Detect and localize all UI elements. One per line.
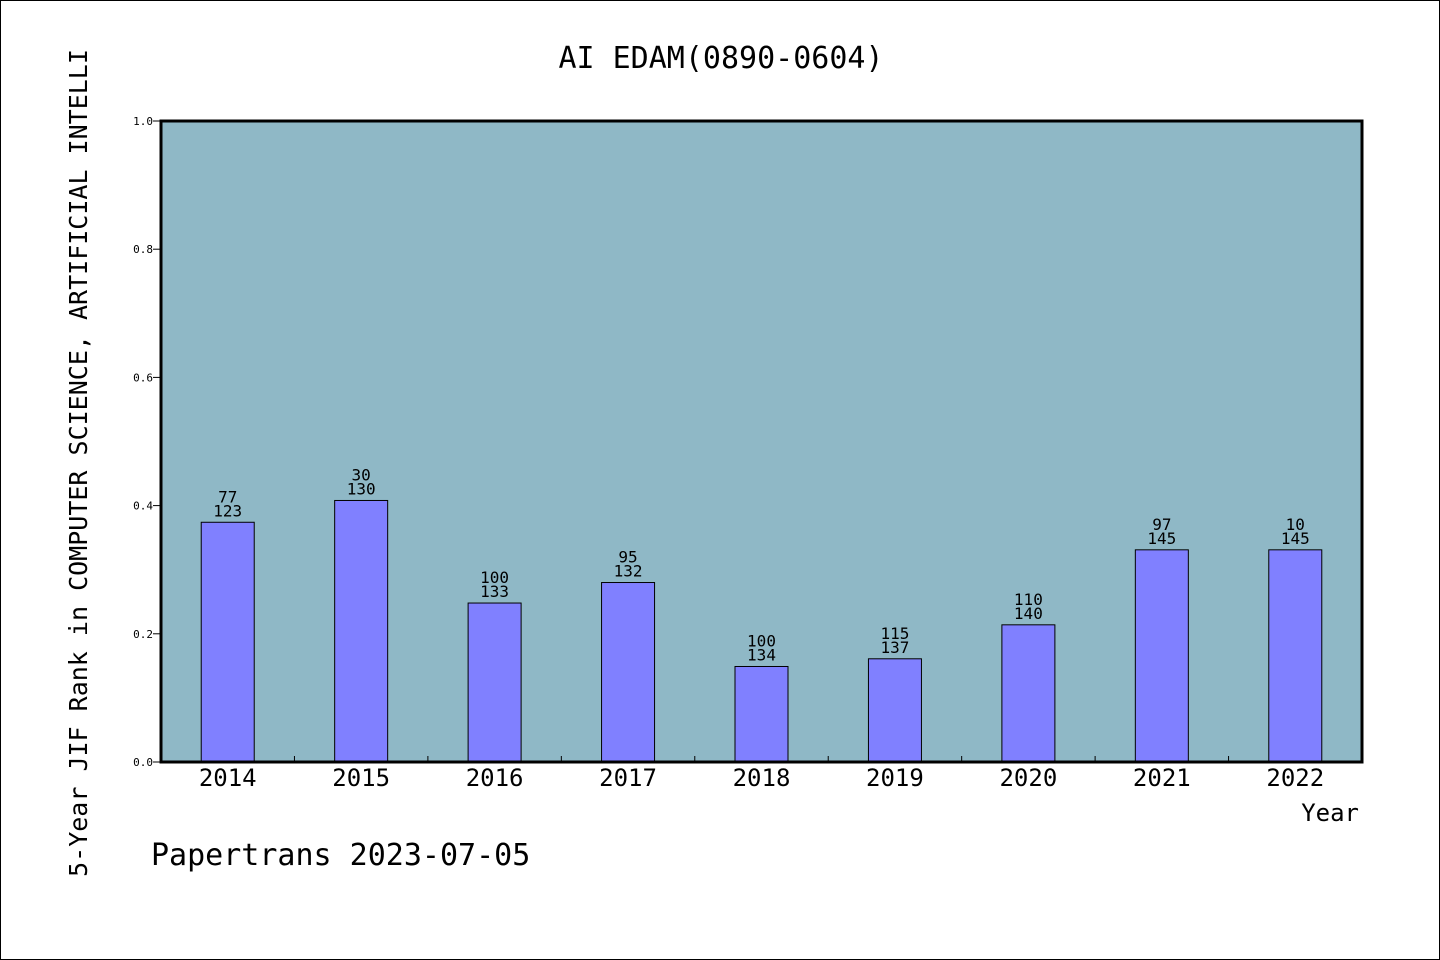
bar-2018 <box>734 665 789 763</box>
y-tick-label: 0.4 <box>133 500 153 513</box>
y-axis-ticks: 0.0 0.2 0.4 0.6 0.8 1.0 <box>133 115 161 769</box>
y-tick-label: 0.8 <box>133 243 153 256</box>
plot-frame <box>159 119 1364 764</box>
bar-rank-label: 115 <box>880 624 909 643</box>
bar-2019 <box>867 658 922 763</box>
bar-rank-label: 100 <box>747 631 776 650</box>
bar-rank-label: 77 <box>218 487 237 506</box>
x-tick-label: 2018 <box>733 764 791 792</box>
bar-labels: 7712330130100133951321001341151371101409… <box>213 465 1309 664</box>
bar-rank-label: 100 <box>480 568 509 587</box>
bar-rank-label: 30 <box>352 465 371 484</box>
bar-2017 <box>601 582 656 763</box>
bar-2020 <box>1001 624 1056 763</box>
bar-total-label: 123 <box>213 501 242 520</box>
bar-rank-label: 110 <box>1014 590 1043 609</box>
bar-2022 <box>1268 549 1323 763</box>
bar-total-label: 145 <box>1281 529 1310 548</box>
x-axis-label: Year <box>1301 799 1359 827</box>
bar-total-label: 137 <box>880 638 909 657</box>
bar-2014 <box>200 521 255 763</box>
bar-2016 <box>467 602 522 763</box>
x-tick-label: 2016 <box>466 764 524 792</box>
x-axis-ticks: 2014 2015 2016 2017 2018 2019 2020 2021 2022 <box>199 756 1324 792</box>
bar-2021 <box>1134 549 1189 763</box>
x-tick-label: 2019 <box>866 764 924 792</box>
x-tick-label: 2020 <box>999 764 1057 792</box>
y-tick-label: 0.2 <box>133 628 153 641</box>
bar-total-label: 140 <box>1014 604 1043 623</box>
bar-rank-label: 95 <box>618 548 637 567</box>
bar-rank-label: 10 <box>1286 515 1305 534</box>
y-tick-label: 0.6 <box>133 371 153 384</box>
x-tick-label: 2022 <box>1266 764 1324 792</box>
y-tick-label: 0.0 <box>133 756 153 769</box>
bar-2015 <box>334 499 389 763</box>
bar-total-label: 145 <box>1147 529 1176 548</box>
bars <box>200 499 1323 763</box>
chart-title: AI EDAM(0890-0604) <box>558 41 883 76</box>
y-axis-label: 5-Year JIF Rank in COMPUTER SCIENCE, ART… <box>64 49 93 877</box>
bar-rank-label: 97 <box>1152 515 1171 534</box>
x-tick-label: 2015 <box>332 764 390 792</box>
bar-total-label: 134 <box>747 645 776 664</box>
x-tick-label: 2021 <box>1133 764 1191 792</box>
y-tick-label: 1.0 <box>133 115 153 128</box>
bar-total-label: 132 <box>614 562 643 581</box>
bar-total-label: 130 <box>347 479 376 498</box>
x-tick-label: 2014 <box>199 764 257 792</box>
x-tick-label: 2017 <box>599 764 657 792</box>
footer-credit: Papertrans 2023-07-05 <box>151 838 530 873</box>
bar-total-label: 133 <box>480 582 509 601</box>
